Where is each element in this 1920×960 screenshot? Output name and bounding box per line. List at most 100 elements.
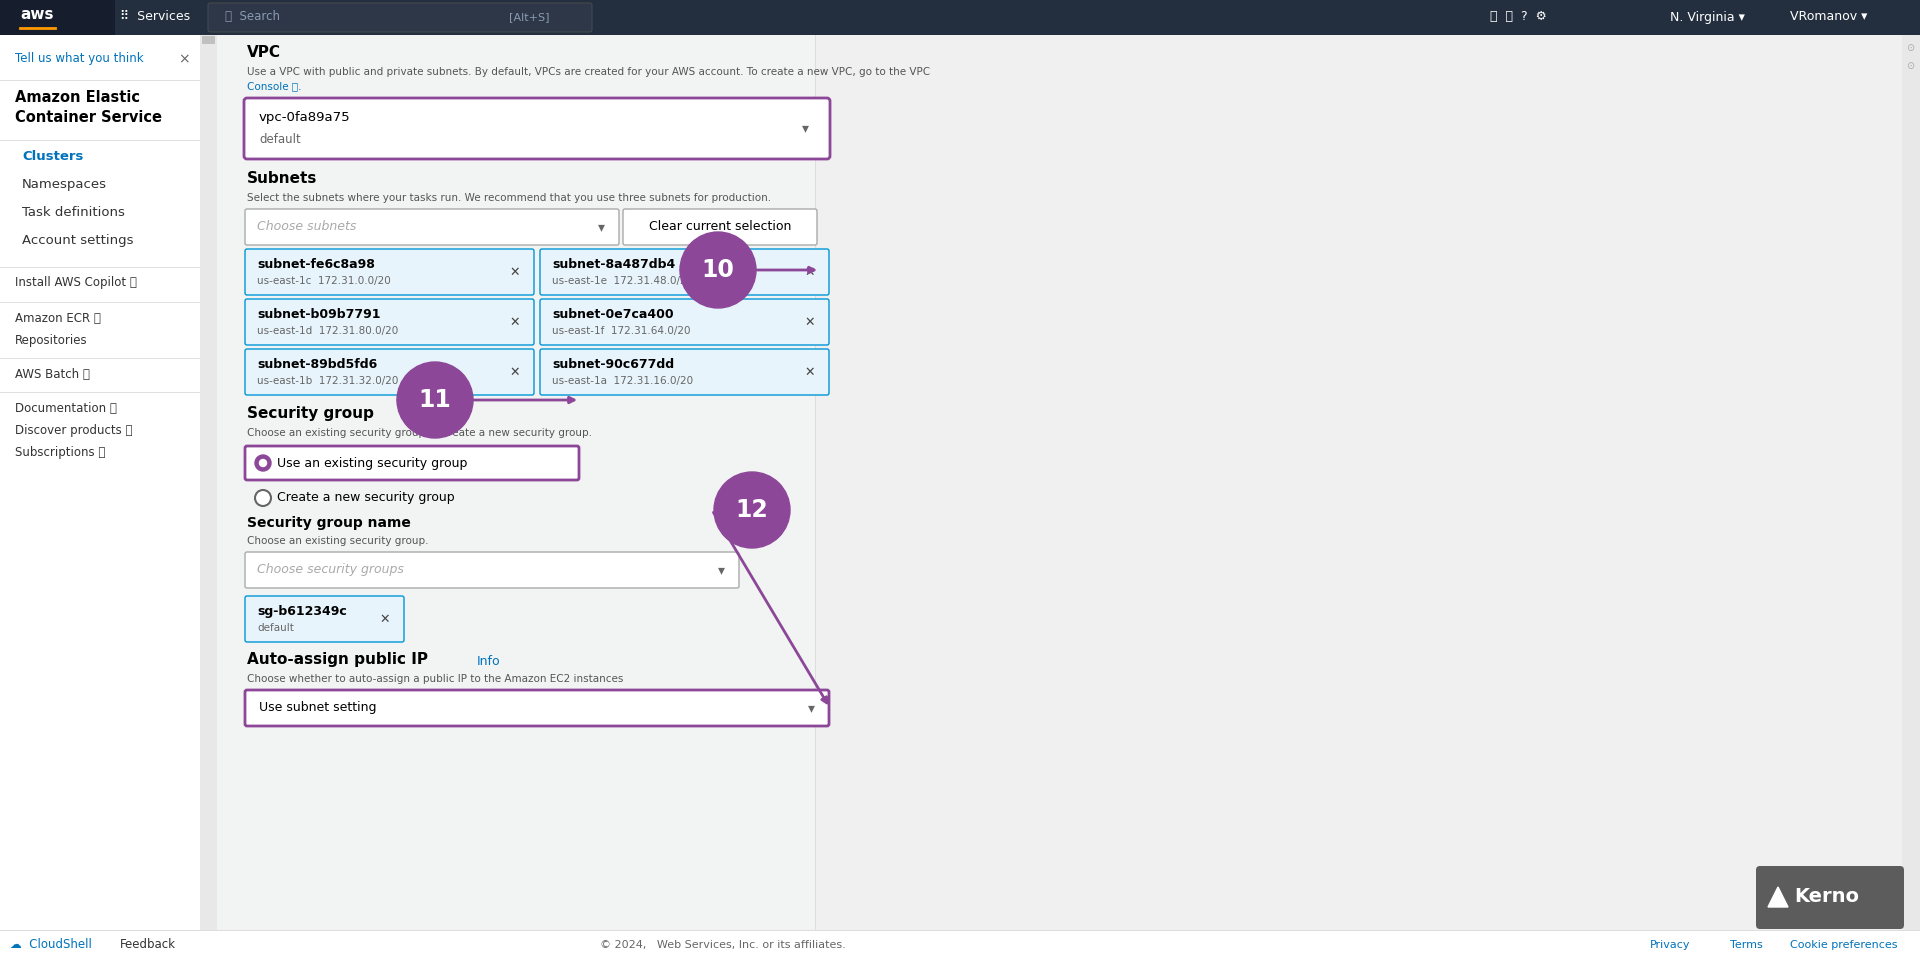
- Text: Info: Info: [476, 655, 501, 668]
- Text: Feedback: Feedback: [119, 939, 177, 951]
- Text: ✕: ✕: [804, 316, 814, 328]
- Text: 11: 11: [419, 388, 451, 412]
- Text: Privacy: Privacy: [1649, 940, 1690, 950]
- Text: subnet-8a487db4: subnet-8a487db4: [553, 258, 676, 271]
- Text: us-east-1e  172.31.48.0/20: us-east-1e 172.31.48.0/20: [553, 276, 693, 286]
- FancyBboxPatch shape: [622, 209, 818, 245]
- Bar: [0, 140, 200, 141]
- Text: ⠿  Services: ⠿ Services: [119, 11, 190, 23]
- Text: subnet-0e7ca400: subnet-0e7ca400: [553, 308, 674, 321]
- Text: Use a VPC with public and private subnets. By default, VPCs are created for your: Use a VPC with public and private subnet…: [248, 67, 929, 77]
- Text: Cookie preferences: Cookie preferences: [1789, 940, 1897, 950]
- Text: [Alt+S]: [Alt+S]: [509, 12, 549, 22]
- Text: vpc-0fa89a75: vpc-0fa89a75: [259, 111, 351, 124]
- Text: Use subnet setting: Use subnet setting: [259, 702, 376, 714]
- Text: VPC: VPC: [248, 45, 280, 60]
- Text: ▾: ▾: [803, 121, 808, 135]
- Text: Select the subnets where your tasks run. We recommend that you use three subnets: Select the subnets where your tasks run.…: [248, 193, 772, 203]
- Text: Terms: Terms: [1730, 940, 1763, 950]
- Text: Subscriptions ⧉: Subscriptions ⧉: [15, 446, 106, 459]
- Bar: [217, 35, 1903, 930]
- Bar: [0, 80, 200, 81]
- Text: ✕: ✕: [509, 366, 520, 378]
- FancyBboxPatch shape: [246, 209, 618, 245]
- Text: Console ⧉.: Console ⧉.: [248, 81, 301, 91]
- FancyBboxPatch shape: [246, 596, 403, 642]
- Text: Clear current selection: Clear current selection: [649, 221, 791, 233]
- Text: VRomanov ▾: VRomanov ▾: [1789, 11, 1868, 23]
- Text: Create a new security group: Create a new security group: [276, 492, 455, 505]
- Text: Kerno: Kerno: [1793, 887, 1859, 906]
- Text: subnet-89bd5fd6: subnet-89bd5fd6: [257, 358, 376, 371]
- Text: Auto-assign public IP: Auto-assign public IP: [248, 652, 428, 667]
- Text: subnet-90c677dd: subnet-90c677dd: [553, 358, 674, 371]
- Circle shape: [714, 472, 789, 548]
- Text: us-east-1d  172.31.80.0/20: us-east-1d 172.31.80.0/20: [257, 326, 397, 336]
- Text: Security group name: Security group name: [248, 516, 411, 530]
- Bar: [0, 267, 200, 268]
- FancyBboxPatch shape: [246, 299, 534, 345]
- Bar: [814, 35, 1903, 930]
- Text: aws: aws: [19, 7, 54, 22]
- Text: ⊙: ⊙: [1907, 43, 1914, 53]
- Text: N. Virginia ▾: N. Virginia ▾: [1670, 11, 1745, 23]
- Bar: [0, 0, 115, 35]
- Text: ⊙: ⊙: [1907, 61, 1914, 71]
- Text: Account settings: Account settings: [21, 234, 134, 247]
- Text: ☁  CloudShell: ☁ CloudShell: [10, 939, 92, 951]
- Text: ×: ×: [179, 52, 190, 66]
- Circle shape: [255, 455, 271, 471]
- Bar: [0, 358, 200, 359]
- Text: AWS Batch ⧉: AWS Batch ⧉: [15, 368, 90, 381]
- Text: Choose whether to auto-assign a public IP to the Amazon EC2 instances: Choose whether to auto-assign a public I…: [248, 674, 624, 684]
- Bar: [0, 392, 200, 393]
- Text: us-east-1f  172.31.64.0/20: us-east-1f 172.31.64.0/20: [553, 326, 691, 336]
- Text: Task definitions: Task definitions: [21, 206, 125, 219]
- Text: us-east-1b  172.31.32.0/20: us-east-1b 172.31.32.0/20: [257, 376, 397, 386]
- Bar: [0, 0, 1920, 35]
- Bar: [1903, 35, 1920, 930]
- Circle shape: [255, 490, 271, 506]
- FancyBboxPatch shape: [540, 249, 829, 295]
- FancyBboxPatch shape: [246, 552, 739, 588]
- Bar: [0, 35, 200, 930]
- Text: ✕: ✕: [804, 266, 814, 278]
- Text: subnet-fe6c8a98: subnet-fe6c8a98: [257, 258, 374, 271]
- Text: ▾: ▾: [808, 701, 814, 715]
- Bar: [0, 930, 1920, 960]
- Text: ⬛  🔔  ?  ⚙: ⬛ 🔔 ? ⚙: [1490, 11, 1548, 23]
- Text: Namespaces: Namespaces: [21, 178, 108, 191]
- Circle shape: [680, 232, 756, 308]
- Text: Tell us what you think: Tell us what you think: [15, 52, 144, 65]
- Text: ▾: ▾: [597, 220, 605, 234]
- FancyBboxPatch shape: [540, 349, 829, 395]
- Text: Choose security groups: Choose security groups: [257, 564, 403, 577]
- Bar: [200, 35, 217, 930]
- Text: Container Service: Container Service: [15, 110, 161, 125]
- Text: ▾: ▾: [718, 563, 726, 577]
- FancyBboxPatch shape: [207, 3, 591, 32]
- Text: default: default: [259, 133, 301, 146]
- Text: Subnets: Subnets: [248, 171, 317, 186]
- Text: Info: Info: [413, 409, 436, 422]
- Text: sg-b612349c: sg-b612349c: [257, 605, 348, 618]
- Bar: [0, 930, 1920, 931]
- Text: 10: 10: [701, 258, 735, 282]
- Text: Choose subnets: Choose subnets: [257, 221, 357, 233]
- FancyBboxPatch shape: [540, 299, 829, 345]
- Text: us-east-1c  172.31.0.0/20: us-east-1c 172.31.0.0/20: [257, 276, 392, 286]
- Text: ✕: ✕: [804, 366, 814, 378]
- FancyBboxPatch shape: [1757, 866, 1905, 929]
- Text: default: default: [257, 623, 294, 633]
- Circle shape: [259, 460, 267, 467]
- FancyBboxPatch shape: [246, 446, 580, 480]
- Text: Install AWS Copilot ⧉: Install AWS Copilot ⧉: [15, 276, 136, 289]
- Text: Clusters: Clusters: [21, 150, 83, 163]
- Text: Discover products ⧉: Discover products ⧉: [15, 424, 132, 437]
- Text: Security group: Security group: [248, 406, 374, 421]
- FancyBboxPatch shape: [246, 690, 829, 726]
- FancyBboxPatch shape: [246, 349, 534, 395]
- Text: ✕: ✕: [509, 266, 520, 278]
- Text: Use an existing security group: Use an existing security group: [276, 457, 467, 469]
- Text: 🔍  Search: 🔍 Search: [225, 11, 280, 23]
